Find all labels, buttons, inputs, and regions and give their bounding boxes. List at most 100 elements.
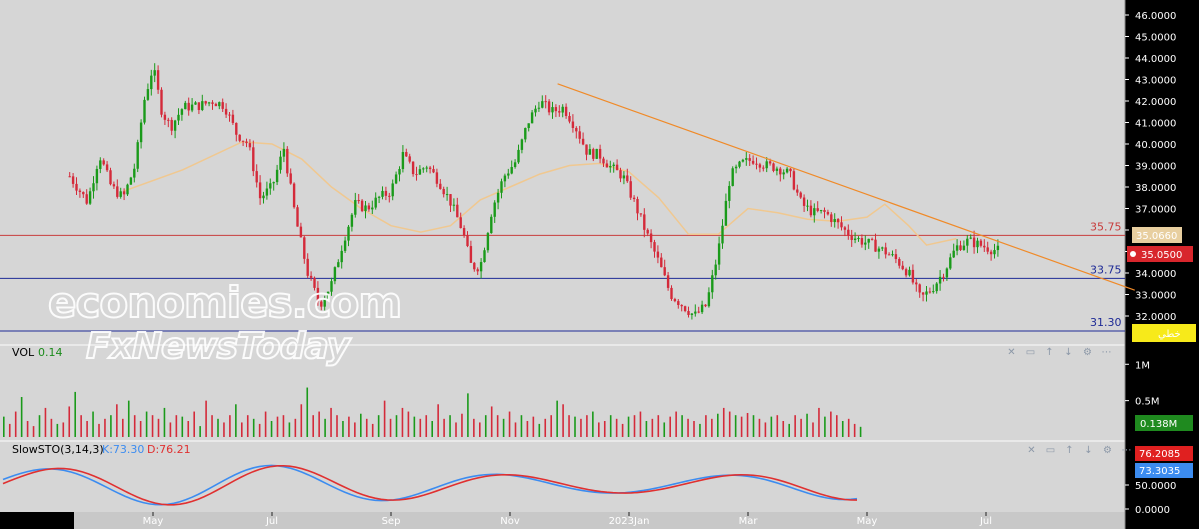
candle-body xyxy=(109,170,112,185)
candle-body xyxy=(714,264,717,276)
candle-body xyxy=(921,292,925,295)
up-arrow-icon[interactable]: ↑ xyxy=(1045,346,1054,358)
candle-body xyxy=(734,166,738,169)
candle-body xyxy=(762,167,765,169)
price-tick-label: 42.0000 xyxy=(1135,97,1176,108)
candle-body xyxy=(680,304,683,307)
candle-body xyxy=(823,210,826,212)
candle-body xyxy=(105,164,109,171)
candle-body xyxy=(928,291,932,293)
candle-body xyxy=(303,237,306,259)
volume-bar xyxy=(300,404,303,437)
settings-icon[interactable]: ⚙ xyxy=(1083,346,1092,358)
candle-body xyxy=(415,174,418,176)
candle-body xyxy=(418,169,422,175)
volume-bar xyxy=(740,416,743,437)
volume-bar xyxy=(80,415,82,437)
volume-bar xyxy=(586,415,588,437)
volume-bar xyxy=(205,400,207,437)
volume-bar xyxy=(484,415,487,437)
candle-body xyxy=(571,121,575,128)
volume-bar xyxy=(651,418,654,437)
candle-body xyxy=(551,107,554,113)
volume-bar xyxy=(133,415,136,437)
volume-bar xyxy=(354,422,356,437)
close-icon[interactable]: ✕ xyxy=(1027,444,1036,456)
volume-bar xyxy=(455,422,457,437)
candle-body xyxy=(449,194,452,206)
candle-body xyxy=(496,192,500,203)
candle-body xyxy=(534,108,537,113)
x-tick-label: Jul xyxy=(265,516,278,527)
candle-body xyxy=(789,168,792,172)
candle-body xyxy=(224,108,228,115)
volume-bar xyxy=(538,423,541,437)
candle-body xyxy=(952,250,955,258)
volume-bar xyxy=(508,411,511,437)
candle-body xyxy=(537,107,541,109)
candle-body xyxy=(309,275,313,278)
candle-body xyxy=(262,195,265,199)
volume-bar xyxy=(580,418,582,437)
volume-bar xyxy=(621,423,624,437)
candle-body xyxy=(578,131,581,139)
volume-bar xyxy=(479,422,481,437)
more-icon[interactable]: ⋯ xyxy=(1101,346,1112,358)
candle-body xyxy=(830,214,833,223)
candle-body xyxy=(670,287,673,300)
volume-bar xyxy=(56,423,59,437)
candle-body xyxy=(860,238,864,245)
down-arrow-icon[interactable]: ↓ xyxy=(1084,444,1093,456)
stochastic-d-label: D:76.21 xyxy=(147,443,191,456)
candle-body xyxy=(425,167,428,169)
x-tick-label: May xyxy=(143,516,164,527)
candle-body xyxy=(877,248,881,252)
volume-bar xyxy=(598,422,600,437)
expand-icon[interactable]: ▭ xyxy=(1025,346,1036,358)
trendline[interactable] xyxy=(557,83,1135,291)
volume-bar xyxy=(3,416,5,437)
candle-body xyxy=(78,190,82,192)
candle-body xyxy=(282,148,286,157)
trendline-tag[interactable]: خطي xyxy=(1132,324,1196,342)
volume-bar xyxy=(169,422,172,437)
volume-bar xyxy=(288,422,291,437)
volume-bar xyxy=(139,421,142,437)
candle-body xyxy=(126,184,129,195)
candle-body xyxy=(235,122,238,135)
down-arrow-icon[interactable]: ↓ xyxy=(1064,346,1073,358)
candle-body xyxy=(585,144,588,155)
candle-body xyxy=(377,196,381,198)
candle-body xyxy=(238,134,241,141)
settings-icon[interactable]: ⚙ xyxy=(1103,444,1112,456)
candle-body xyxy=(656,251,660,258)
stochastic-tick-label: 0.0000 xyxy=(1135,505,1170,516)
volume-bar xyxy=(859,426,862,437)
volume-bar xyxy=(383,400,386,437)
volume-bar xyxy=(841,421,844,437)
candle-body xyxy=(201,101,204,111)
volume-bar xyxy=(258,423,261,437)
candle-body xyxy=(187,102,190,111)
candle-body xyxy=(503,175,507,182)
volume-bar xyxy=(526,421,529,437)
candle-body xyxy=(510,167,513,174)
expand-icon[interactable]: ▭ xyxy=(1045,444,1056,456)
volume-bar xyxy=(377,415,380,437)
candle-body xyxy=(286,148,289,174)
candle-body xyxy=(214,103,218,107)
close-icon[interactable]: ✕ xyxy=(1007,346,1016,358)
candle-body xyxy=(207,102,211,104)
more-icon[interactable]: ⋯ xyxy=(1121,444,1132,456)
x-tick-label: Nov xyxy=(500,516,520,527)
volume-bar xyxy=(693,421,695,437)
candle-body xyxy=(527,123,530,129)
candle-body xyxy=(894,254,898,260)
stochastic-panel[interactable] xyxy=(0,442,1125,512)
candle-body xyxy=(547,101,551,113)
up-arrow-icon[interactable]: ↑ xyxy=(1065,444,1074,456)
candle-body xyxy=(986,247,989,252)
candle-body xyxy=(908,269,911,276)
volume-bar xyxy=(496,415,499,437)
